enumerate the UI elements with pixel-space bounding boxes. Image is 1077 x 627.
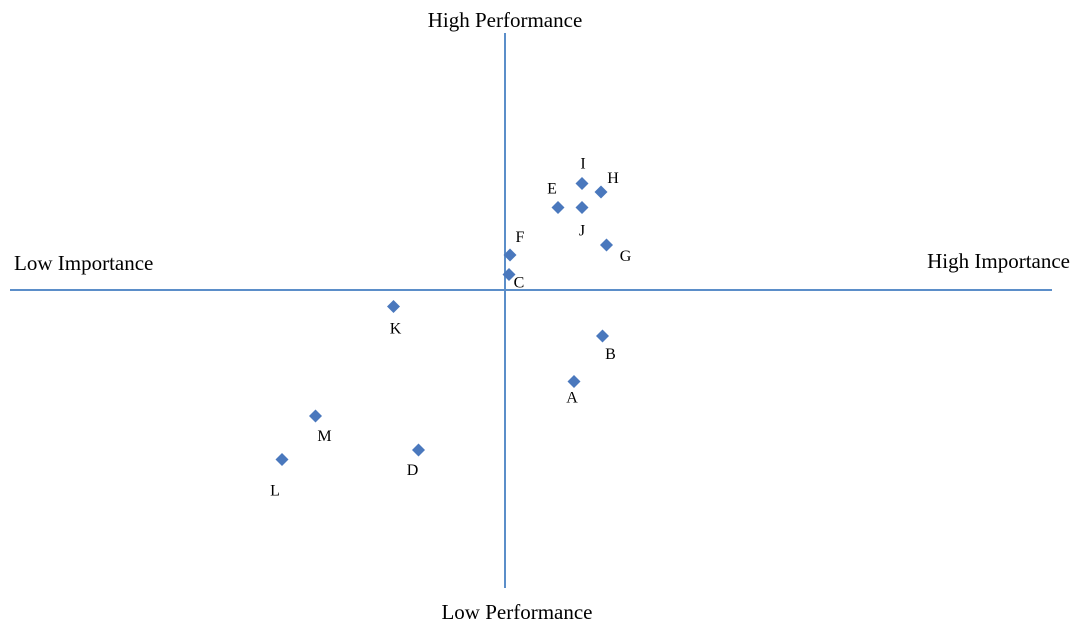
point-label-g: G <box>620 248 632 265</box>
point-marker-j <box>575 201 589 214</box>
point-marker-c <box>502 268 516 281</box>
point-marker-h <box>594 185 608 199</box>
point-label-f: F <box>516 229 525 246</box>
point-marker-e <box>551 201 565 214</box>
point-label-b: B <box>605 346 616 363</box>
data-points: A B C D E F G H I J K L M <box>270 156 632 500</box>
point-label-i: I <box>580 156 585 173</box>
axis-label-top: High Performance <box>428 8 583 32</box>
point-label-k: K <box>390 321 402 338</box>
point-label-d: D <box>407 462 419 479</box>
point-marker-m <box>309 409 322 423</box>
point-label-c: C <box>514 275 525 292</box>
axis-label-bottom: Low Performance <box>441 600 592 624</box>
axis-label-left: Low Importance <box>14 251 153 275</box>
point-label-e: E <box>547 181 557 198</box>
point-marker-i <box>575 177 589 190</box>
point-label-a: A <box>566 390 578 407</box>
point-label-l: L <box>270 483 280 500</box>
point-label-h: H <box>607 170 619 187</box>
point-marker-f <box>503 248 517 262</box>
point-marker-g <box>600 238 613 252</box>
axis-label-right: High Importance <box>927 249 1070 273</box>
point-marker-a <box>567 375 581 388</box>
point-marker-k <box>387 300 400 313</box>
point-label-m: M <box>317 428 331 445</box>
point-marker-l <box>275 453 289 466</box>
point-label-j: J <box>579 223 585 240</box>
point-marker-b <box>596 329 609 343</box>
point-marker-d <box>412 443 425 457</box>
